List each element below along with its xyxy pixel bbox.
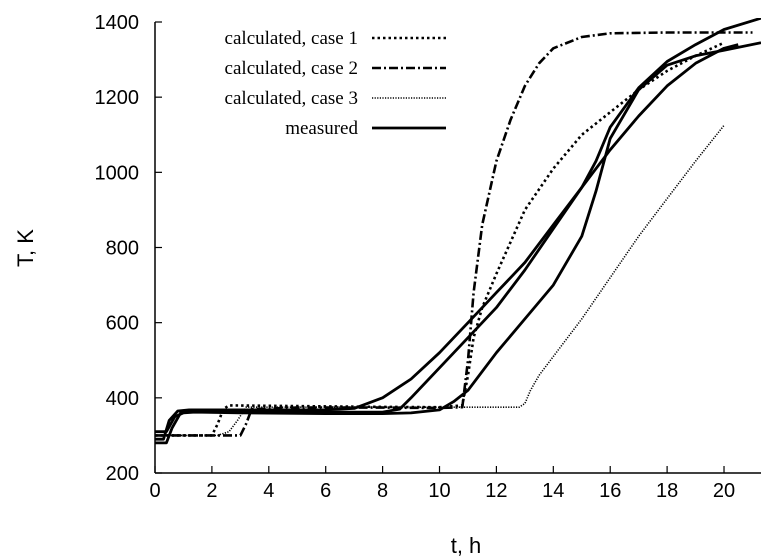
y-tick-label-600: 600: [106, 313, 139, 335]
x-tick-label-18: 18: [656, 480, 678, 502]
x-tick-label-12: 12: [485, 480, 507, 502]
x-tick-label-4: 4: [263, 480, 274, 502]
legend-label-3: calculated, case 3: [225, 88, 358, 109]
x-tick-label-6: 6: [320, 480, 331, 502]
y-tick-label-400: 400: [106, 388, 139, 410]
series-group: [155, 18, 761, 445]
series-line-3: [155, 124, 725, 437]
plot-area: [155, 18, 761, 445]
series-line-6: [155, 41, 761, 434]
y-tick-label-1400: 1400: [95, 12, 140, 34]
legend: calculated, case 1 calculated, case 2 calc…: [225, 28, 446, 139]
x-tick-label-20: 20: [713, 480, 735, 502]
legend-label-2: calculated, case 2: [225, 58, 358, 79]
x-tick-label-0: 0: [149, 480, 160, 502]
x-axis: 0 2 4 6 8 10 12 14 16 18 20: [149, 466, 761, 502]
x-tick-label-14: 14: [542, 480, 564, 502]
legend-label-1: calculated, case 1: [225, 28, 358, 49]
y-axis-label: T, K: [13, 229, 38, 267]
x-axis-label: t, h: [451, 533, 482, 556]
series-line-5: [155, 18, 761, 441]
y-tick-label-1200: 1200: [95, 87, 140, 109]
x-tick-label-16: 16: [599, 480, 621, 502]
y-tick-label-1000: 1000: [95, 162, 140, 184]
series-line-2: [155, 31, 753, 437]
y-tick-label-200: 200: [106, 463, 139, 485]
x-tick-label-8: 8: [377, 480, 388, 502]
y-tick-label-800: 800: [106, 238, 139, 260]
legend-label-4: measured: [285, 118, 358, 139]
x-tick-label-2: 2: [206, 480, 217, 502]
y-axis: 200 400 600 800 1000 1200 1400: [95, 12, 162, 485]
x-tick-label-10: 10: [428, 480, 450, 502]
